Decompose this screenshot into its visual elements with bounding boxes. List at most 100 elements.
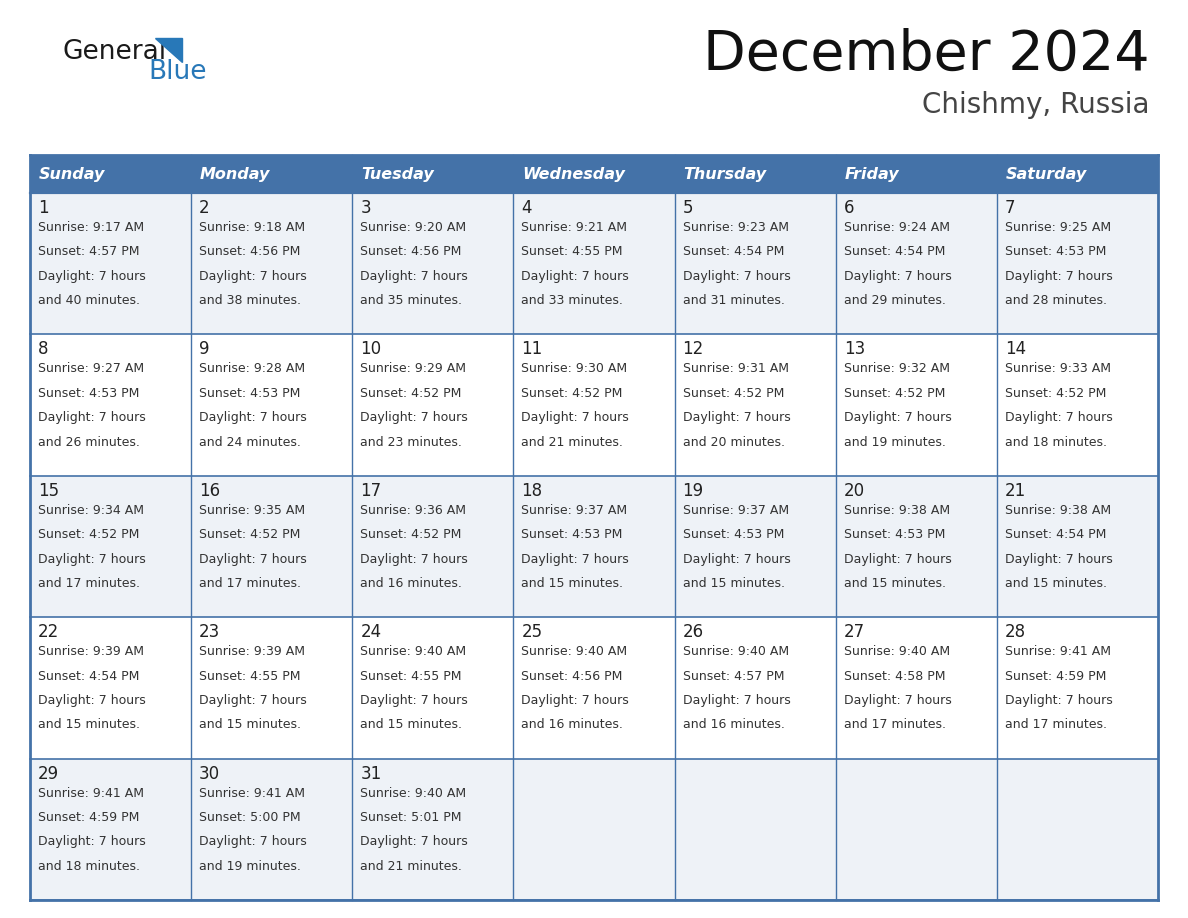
Text: Sunrise: 9:41 AM: Sunrise: 9:41 AM (38, 787, 144, 800)
Text: and 26 minutes.: and 26 minutes. (38, 435, 140, 449)
Text: 25: 25 (522, 623, 543, 641)
Text: Sunrise: 9:32 AM: Sunrise: 9:32 AM (843, 363, 949, 375)
Text: Daylight: 7 hours: Daylight: 7 hours (360, 835, 468, 848)
Text: Sunrise: 9:34 AM: Sunrise: 9:34 AM (38, 504, 144, 517)
Text: Sunset: 4:56 PM: Sunset: 4:56 PM (360, 245, 462, 258)
Text: and 18 minutes.: and 18 minutes. (1005, 435, 1107, 449)
Text: Daylight: 7 hours: Daylight: 7 hours (683, 553, 790, 565)
Text: and 16 minutes.: and 16 minutes. (360, 577, 462, 590)
Bar (30, 758, 1158, 900)
Bar (30, 193, 1158, 334)
Text: Daylight: 7 hours: Daylight: 7 hours (522, 411, 630, 424)
Text: Sunrise: 9:38 AM: Sunrise: 9:38 AM (1005, 504, 1111, 517)
Text: and 15 minutes.: and 15 minutes. (843, 577, 946, 590)
Text: and 29 minutes.: and 29 minutes. (843, 294, 946, 308)
Text: and 17 minutes.: and 17 minutes. (38, 577, 140, 590)
Text: Daylight: 7 hours: Daylight: 7 hours (843, 411, 952, 424)
Text: Sunset: 4:52 PM: Sunset: 4:52 PM (360, 528, 462, 542)
Text: 10: 10 (360, 341, 381, 358)
Text: Daylight: 7 hours: Daylight: 7 hours (200, 694, 307, 707)
Text: Sunset: 4:52 PM: Sunset: 4:52 PM (38, 528, 139, 542)
Text: Daylight: 7 hours: Daylight: 7 hours (522, 694, 630, 707)
Text: Wednesday: Wednesday (523, 166, 625, 182)
Text: Sunset: 4:53 PM: Sunset: 4:53 PM (200, 386, 301, 399)
Text: Sunset: 4:57 PM: Sunset: 4:57 PM (38, 245, 139, 258)
Text: Sunset: 4:53 PM: Sunset: 4:53 PM (522, 528, 623, 542)
Text: 31: 31 (360, 765, 381, 783)
Text: Sunrise: 9:40 AM: Sunrise: 9:40 AM (843, 645, 950, 658)
Text: and 18 minutes.: and 18 minutes. (38, 860, 140, 873)
Text: and 31 minutes.: and 31 minutes. (683, 294, 784, 308)
Text: Daylight: 7 hours: Daylight: 7 hours (843, 553, 952, 565)
Text: Daylight: 7 hours: Daylight: 7 hours (360, 694, 468, 707)
Bar (353, 155, 513, 193)
Text: 12: 12 (683, 341, 703, 358)
Text: Sunset: 4:54 PM: Sunset: 4:54 PM (1005, 528, 1106, 542)
Text: Sunrise: 9:37 AM: Sunrise: 9:37 AM (522, 504, 627, 517)
Text: and 23 minutes.: and 23 minutes. (360, 435, 462, 449)
Text: Sunset: 4:57 PM: Sunset: 4:57 PM (683, 669, 784, 683)
Text: Sunset: 4:55 PM: Sunset: 4:55 PM (522, 245, 623, 258)
Text: Daylight: 7 hours: Daylight: 7 hours (843, 270, 952, 283)
Bar (30, 476, 1158, 617)
Text: and 33 minutes.: and 33 minutes. (522, 294, 624, 308)
Text: 13: 13 (843, 341, 865, 358)
Text: Sunset: 4:53 PM: Sunset: 4:53 PM (1005, 245, 1106, 258)
Text: and 21 minutes.: and 21 minutes. (360, 860, 462, 873)
Text: Sunrise: 9:37 AM: Sunrise: 9:37 AM (683, 504, 789, 517)
Text: and 16 minutes.: and 16 minutes. (683, 719, 784, 732)
Polygon shape (154, 38, 182, 62)
Text: and 35 minutes.: and 35 minutes. (360, 294, 462, 308)
Text: Daylight: 7 hours: Daylight: 7 hours (200, 411, 307, 424)
Text: Daylight: 7 hours: Daylight: 7 hours (38, 553, 146, 565)
Text: Daylight: 7 hours: Daylight: 7 hours (1005, 411, 1113, 424)
Text: Sunset: 4:58 PM: Sunset: 4:58 PM (843, 669, 946, 683)
Text: 23: 23 (200, 623, 221, 641)
Text: Daylight: 7 hours: Daylight: 7 hours (200, 553, 307, 565)
Text: Daylight: 7 hours: Daylight: 7 hours (522, 270, 630, 283)
Text: 27: 27 (843, 623, 865, 641)
Text: Sunset: 4:53 PM: Sunset: 4:53 PM (38, 386, 139, 399)
Text: Sunday: Sunday (39, 166, 106, 182)
Text: and 15 minutes.: and 15 minutes. (200, 719, 301, 732)
Text: 3: 3 (360, 199, 371, 217)
Text: Sunrise: 9:23 AM: Sunrise: 9:23 AM (683, 221, 789, 234)
Text: Sunrise: 9:40 AM: Sunrise: 9:40 AM (360, 787, 467, 800)
Text: 28: 28 (1005, 623, 1026, 641)
Text: Daylight: 7 hours: Daylight: 7 hours (683, 694, 790, 707)
Text: Sunset: 4:53 PM: Sunset: 4:53 PM (843, 528, 946, 542)
Text: and 16 minutes.: and 16 minutes. (522, 719, 624, 732)
Text: Daylight: 7 hours: Daylight: 7 hours (360, 411, 468, 424)
Text: Sunrise: 9:21 AM: Sunrise: 9:21 AM (522, 221, 627, 234)
Text: Sunrise: 9:41 AM: Sunrise: 9:41 AM (200, 787, 305, 800)
Text: Sunrise: 9:28 AM: Sunrise: 9:28 AM (200, 363, 305, 375)
Bar (997, 155, 1158, 193)
Text: 4: 4 (522, 199, 532, 217)
Text: Daylight: 7 hours: Daylight: 7 hours (1005, 270, 1113, 283)
Text: December 2024: December 2024 (703, 28, 1150, 82)
Text: Sunrise: 9:20 AM: Sunrise: 9:20 AM (360, 221, 467, 234)
Text: 17: 17 (360, 482, 381, 499)
Text: and 40 minutes.: and 40 minutes. (38, 294, 140, 308)
Text: Daylight: 7 hours: Daylight: 7 hours (38, 694, 146, 707)
Text: Sunset: 4:52 PM: Sunset: 4:52 PM (1005, 386, 1106, 399)
Text: Daylight: 7 hours: Daylight: 7 hours (200, 835, 307, 848)
Text: and 15 minutes.: and 15 minutes. (360, 719, 462, 732)
Text: 20: 20 (843, 482, 865, 499)
Text: Thursday: Thursday (683, 166, 766, 182)
Bar (835, 155, 997, 193)
Text: Tuesday: Tuesday (361, 166, 434, 182)
Text: Sunrise: 9:39 AM: Sunrise: 9:39 AM (38, 645, 144, 658)
Text: Daylight: 7 hours: Daylight: 7 hours (38, 411, 146, 424)
Text: Sunset: 4:56 PM: Sunset: 4:56 PM (200, 245, 301, 258)
Text: Sunset: 4:59 PM: Sunset: 4:59 PM (38, 811, 139, 824)
Text: and 19 minutes.: and 19 minutes. (843, 435, 946, 449)
Text: Sunrise: 9:31 AM: Sunrise: 9:31 AM (683, 363, 789, 375)
Text: Daylight: 7 hours: Daylight: 7 hours (1005, 694, 1113, 707)
Text: 30: 30 (200, 765, 220, 783)
Text: Friday: Friday (845, 166, 899, 182)
Text: Sunrise: 9:18 AM: Sunrise: 9:18 AM (200, 221, 305, 234)
Text: and 19 minutes.: and 19 minutes. (200, 860, 301, 873)
Text: General: General (62, 39, 166, 65)
Text: and 15 minutes.: and 15 minutes. (38, 719, 140, 732)
